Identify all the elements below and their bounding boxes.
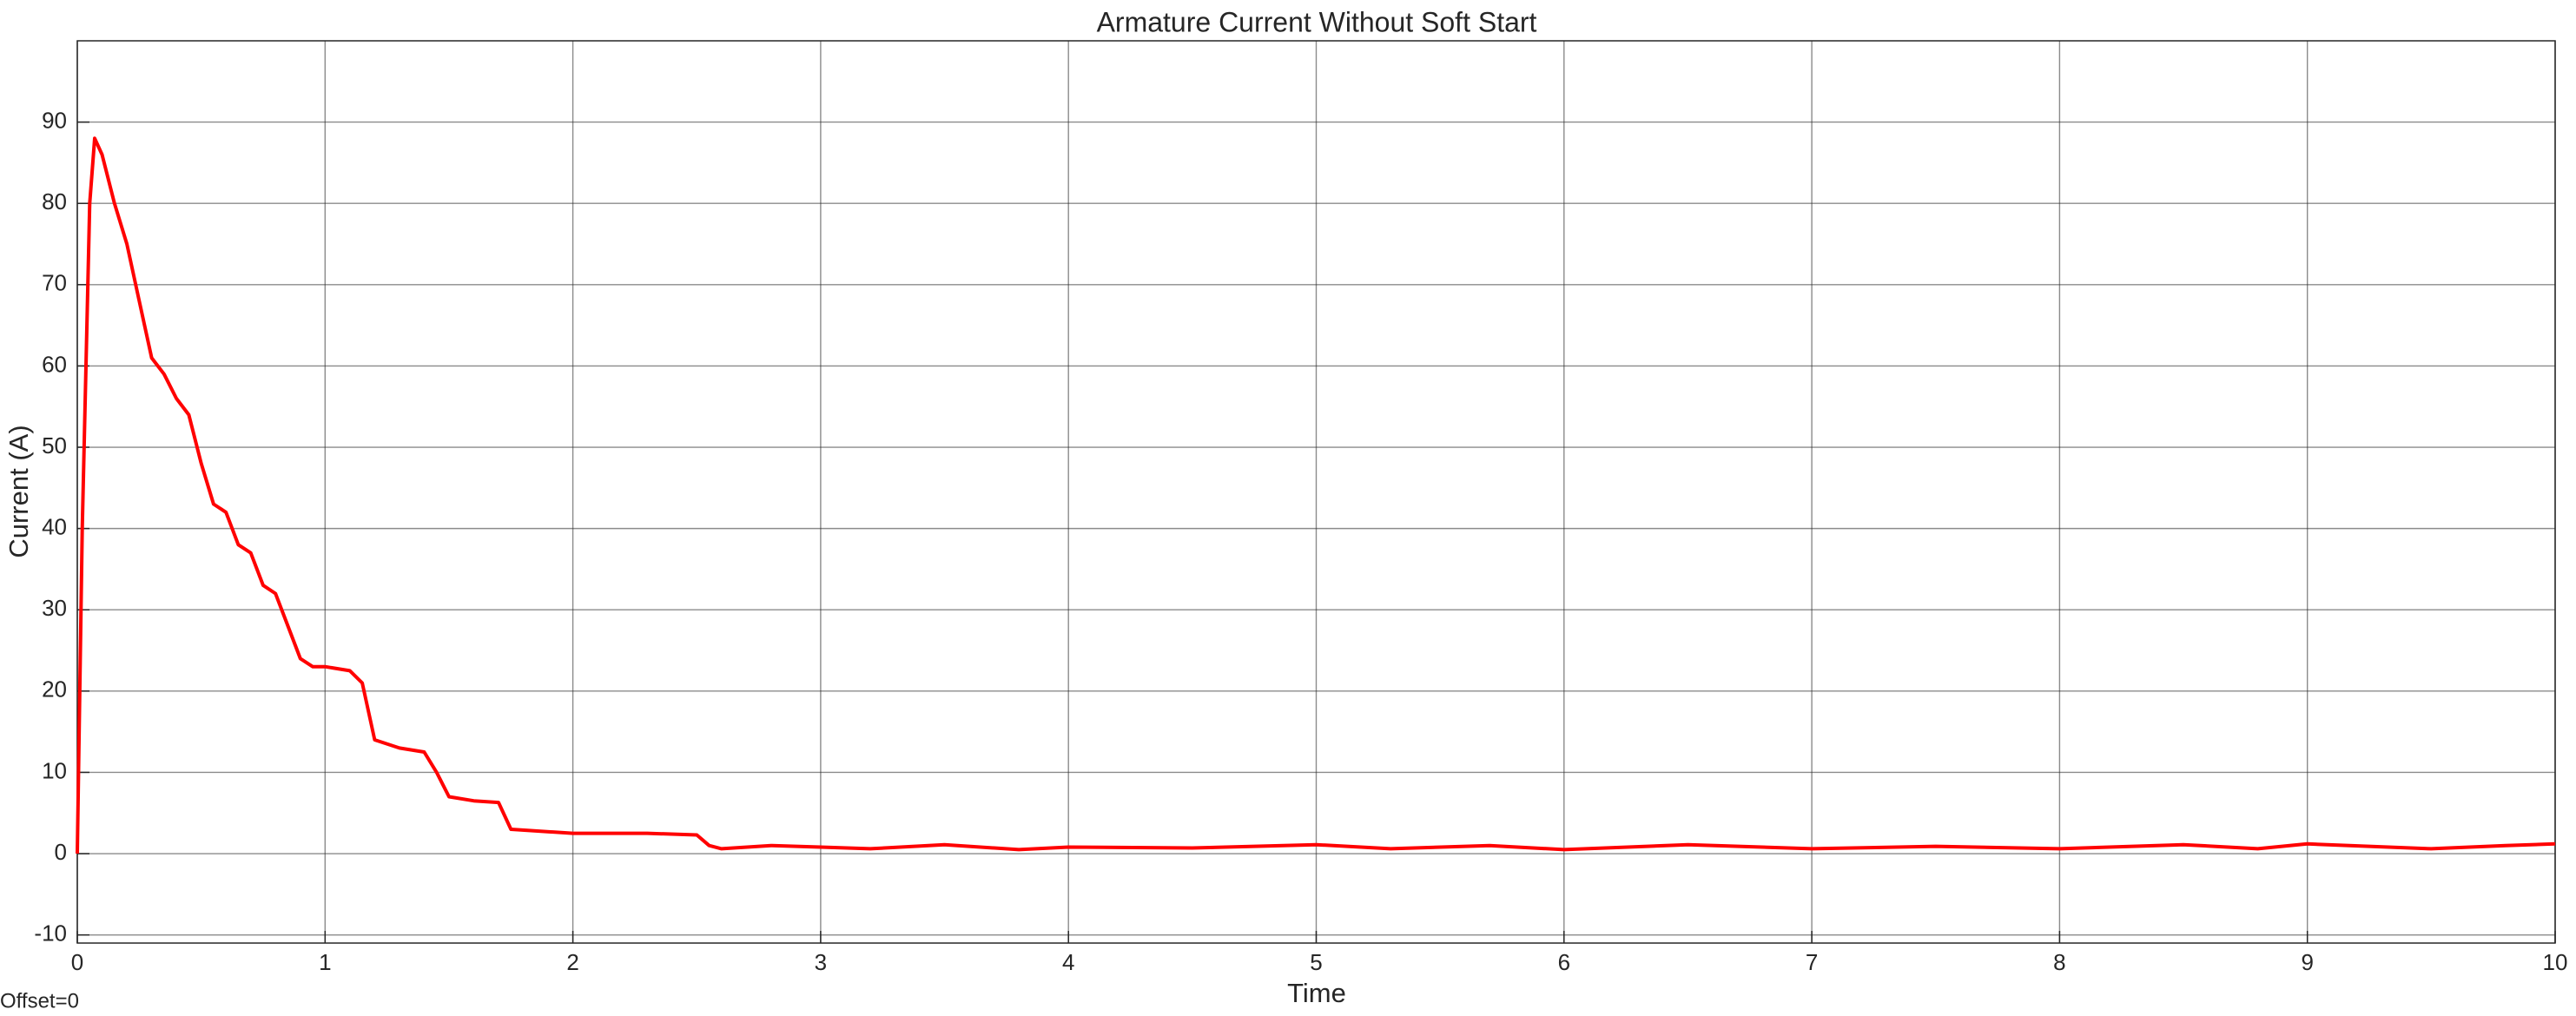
x-tick-label: 4	[1062, 949, 1074, 975]
x-tick-label: 2	[566, 949, 578, 975]
x-tick-label: 10	[2543, 949, 2568, 975]
chart-title: Armature Current Without Soft Start	[1097, 6, 1537, 37]
y-tick-label: 40	[42, 513, 67, 539]
y-tick-label: 30	[42, 595, 67, 621]
x-tick-label: 6	[1558, 949, 1570, 975]
x-axis-label: Time	[1287, 978, 1346, 1008]
x-tick-label: 1	[319, 949, 331, 975]
x-tick-label: 9	[2301, 949, 2313, 975]
x-tick-label: 5	[1310, 949, 1322, 975]
y-tick-label: 70	[42, 270, 67, 296]
y-tick-label: 20	[42, 676, 67, 703]
y-tick-label: 50	[42, 432, 67, 459]
axes-box	[76, 40, 2556, 944]
x-tick-label: 0	[71, 949, 83, 975]
y-tick-label: 80	[42, 188, 67, 214]
y-tick-label: 10	[42, 757, 67, 783]
y-tick-label: 60	[42, 351, 67, 377]
x-tick-label: 7	[1806, 949, 1818, 975]
y-tick-label: 90	[42, 107, 67, 133]
y-tick-label: -10	[34, 920, 67, 947]
x-tick-label: 3	[815, 949, 827, 975]
data-line	[76, 136, 2556, 854]
y-tick-label: 0	[55, 839, 67, 865]
offset-annotation: Offset=0	[0, 989, 79, 1013]
y-axis-label: Current (A)	[3, 425, 34, 557]
x-tick-label: 8	[2053, 949, 2065, 975]
